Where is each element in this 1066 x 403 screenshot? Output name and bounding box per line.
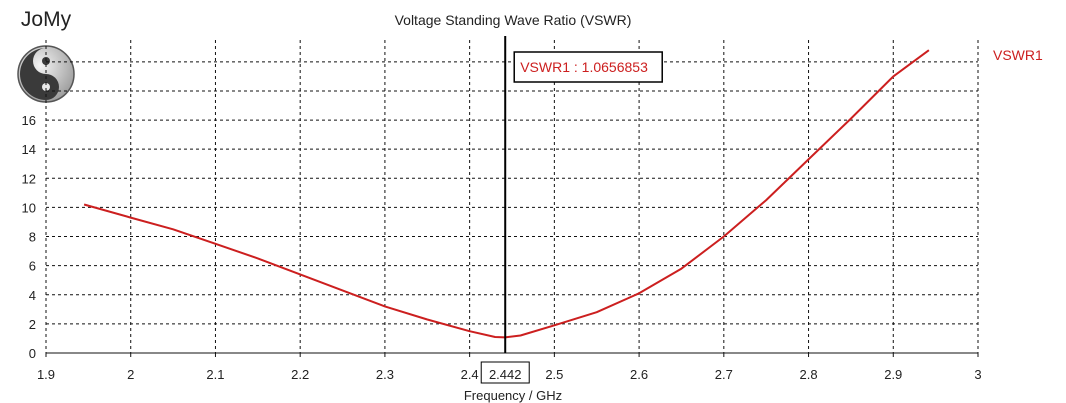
x-tick-label: 2.5	[545, 367, 563, 382]
axes	[45, 40, 979, 357]
chart-title: Voltage Standing Wave Ratio (VSWR)	[395, 12, 632, 28]
x-tick-label: 2.6	[630, 367, 648, 382]
x-tick-label: 3	[974, 367, 981, 382]
y-tick-labels: 0 2 4 6 8 10 12 14 16	[22, 113, 36, 361]
y-tick-label: 10	[22, 200, 36, 215]
grid	[46, 40, 978, 353]
marker-layer[interactable]: VSWR1 : 1.0656853 2.442	[480, 36, 663, 384]
x-tick-label: 1.9	[37, 367, 55, 382]
y-tick-label: 12	[22, 171, 36, 186]
y-tick-label: 6	[29, 259, 36, 274]
x-tick-label: 2.2	[291, 367, 309, 382]
y-tick-label: 2	[29, 317, 36, 332]
marker-readout-box	[513, 51, 663, 83]
x-axis-label: Frequency / GHz	[464, 388, 562, 403]
x-tick-label: 2.9	[884, 367, 902, 382]
marker-readout-label: VSWR1 : 1.0656853	[520, 59, 648, 75]
x-tick-label: 2.4	[461, 367, 479, 382]
legend-entry-vswr1: VSWR1	[993, 47, 1043, 63]
x-tick-label: 2.3	[376, 367, 394, 382]
marker-x-box	[480, 361, 530, 384]
logo: JoMy	[10, 6, 86, 106]
y-tick-label: 14	[22, 142, 36, 157]
y-tick-label: 16	[22, 113, 36, 128]
x-tick-label: 2.1	[206, 367, 224, 382]
y-tick-label: 4	[29, 288, 36, 303]
y-tick-label: 0	[29, 346, 36, 361]
marker-x-label: 2.442	[489, 367, 522, 382]
x-tick-label: 2.7	[715, 367, 733, 382]
x-tick-label: 2.8	[800, 367, 818, 382]
y-tick-label: 8	[29, 230, 36, 245]
logo-text: JoMy	[20, 8, 72, 31]
x-tick-label: 2	[127, 367, 134, 382]
x-tick-labels: 1.9 2 2.1 2.2 2.3 2.4 2.5 2.6 2.7 2.8 2.9 3	[37, 367, 982, 382]
